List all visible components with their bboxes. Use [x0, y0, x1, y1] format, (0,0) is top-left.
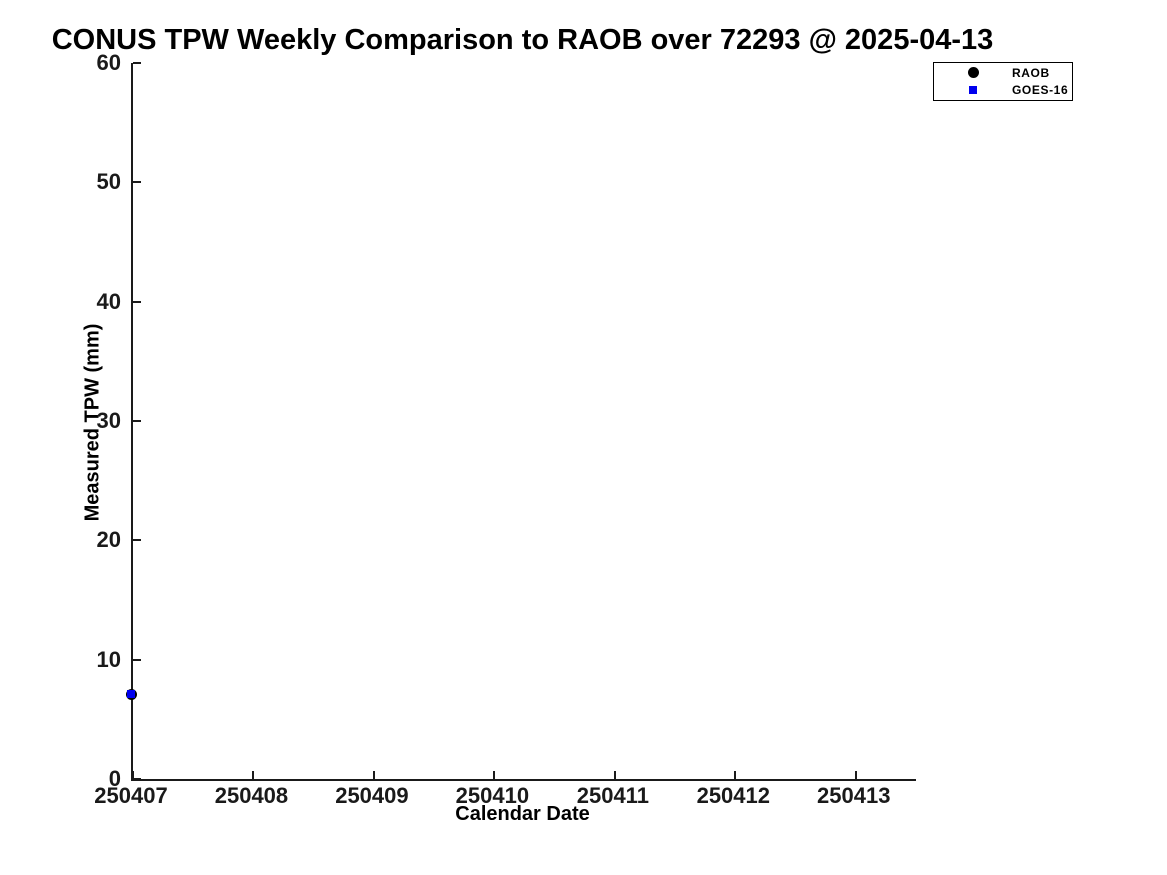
legend-label: GOES-16 [1012, 83, 1069, 98]
x-tick-label: 250413 [817, 783, 891, 808]
x-tick-label: 250407 [94, 783, 168, 808]
y-tick-label: 40 [96, 288, 121, 314]
x-tick [132, 771, 134, 779]
x-tick [372, 771, 375, 779]
y-tick-label: 60 [96, 50, 121, 75]
chart-title: CONUS TPW Weekly Comparison to RAOB over… [51, 24, 994, 56]
plot-area [131, 62, 916, 781]
x-tick-label: 250412 [696, 783, 770, 808]
data-point-goes-16 [127, 690, 135, 699]
y-tick-label: 0 [108, 766, 121, 791]
y-tick [133, 420, 141, 422]
x-tick-label: 250410 [455, 783, 530, 808]
y-tick [133, 539, 141, 542]
y-tick [133, 62, 141, 64]
x-axis-label: Calendar Date [455, 803, 590, 825]
x-tick [854, 771, 857, 779]
legend-item: GOES-16 [934, 82, 1072, 98]
y-tick [133, 181, 141, 184]
x-tick [734, 771, 737, 779]
legend-marker-raob [967, 67, 979, 79]
x-tick [613, 771, 616, 779]
legend-marker-cell [934, 67, 1012, 79]
y-tick-label: 10 [96, 646, 121, 672]
x-tick [252, 771, 255, 779]
x-tick-label: 250408 [214, 783, 289, 808]
y-tick [133, 778, 141, 780]
legend-marker-goes-16 [969, 86, 977, 95]
y-tick [133, 658, 141, 661]
legend-marker-cell [934, 86, 1012, 95]
y-tick [133, 300, 141, 303]
y-tick-label: 30 [96, 408, 121, 433]
x-tick-label: 250411 [576, 783, 649, 808]
legend: RAOB GOES-16 [933, 62, 1073, 101]
y-tick-label: 50 [96, 169, 121, 195]
legend-label: RAOB [1012, 65, 1050, 80]
y-tick-label: 20 [96, 527, 121, 553]
legend-item: RAOB [934, 65, 1072, 81]
x-tick-label: 250409 [335, 783, 409, 808]
x-tick [493, 771, 496, 779]
